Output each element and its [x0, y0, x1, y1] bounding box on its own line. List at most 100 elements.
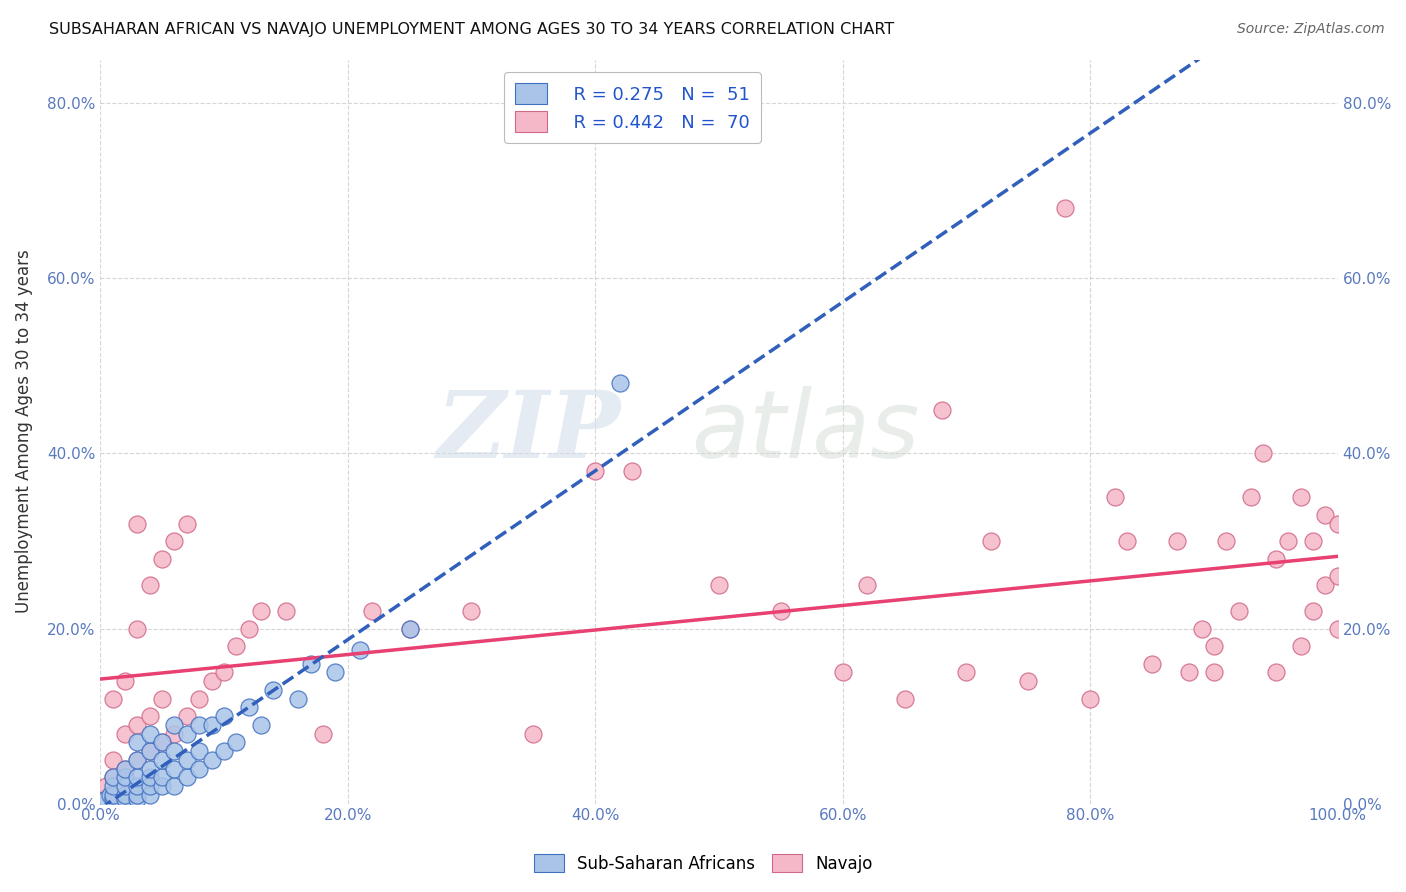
Point — [1166, 534, 1188, 549]
Point — [101, 770, 124, 784]
Point — [1289, 490, 1312, 504]
Point — [955, 665, 977, 680]
Point — [1302, 604, 1324, 618]
Point — [101, 691, 124, 706]
Point — [96, 779, 118, 793]
Point — [398, 622, 420, 636]
Point — [769, 604, 792, 618]
Point — [460, 604, 482, 618]
Point — [176, 770, 198, 784]
Point — [1326, 622, 1348, 636]
Point — [250, 718, 273, 732]
Point — [114, 788, 136, 802]
Point — [114, 674, 136, 689]
Point — [163, 762, 186, 776]
Point — [707, 578, 730, 592]
Legend: Sub-Saharan Africans, Navajo: Sub-Saharan Africans, Navajo — [527, 847, 879, 880]
Point — [150, 735, 173, 749]
Point — [225, 639, 247, 653]
Point — [101, 788, 124, 802]
Point — [1264, 665, 1286, 680]
Point — [931, 402, 953, 417]
Point — [127, 753, 149, 767]
Point — [150, 551, 173, 566]
Point — [1202, 665, 1225, 680]
Point — [212, 744, 235, 758]
Point — [212, 665, 235, 680]
Point — [238, 700, 260, 714]
Point — [127, 516, 149, 531]
Point — [139, 788, 162, 802]
Point — [139, 578, 162, 592]
Point — [127, 788, 149, 802]
Point — [188, 718, 211, 732]
Point — [101, 770, 124, 784]
Point — [139, 744, 162, 758]
Point — [274, 604, 297, 618]
Point — [1302, 534, 1324, 549]
Point — [101, 753, 124, 767]
Point — [893, 691, 915, 706]
Point — [127, 779, 149, 793]
Point — [139, 779, 162, 793]
Point — [522, 726, 544, 740]
Point — [1178, 665, 1201, 680]
Point — [201, 674, 224, 689]
Point — [114, 770, 136, 784]
Point — [349, 643, 371, 657]
Point — [114, 762, 136, 776]
Point — [127, 792, 149, 806]
Point — [621, 464, 644, 478]
Point — [176, 726, 198, 740]
Point — [1202, 639, 1225, 653]
Point — [1054, 202, 1077, 216]
Point — [980, 534, 1002, 549]
Point — [163, 718, 186, 732]
Point — [114, 779, 136, 793]
Point — [139, 770, 162, 784]
Point — [127, 770, 149, 784]
Point — [201, 753, 224, 767]
Point — [1215, 534, 1237, 549]
Point — [1104, 490, 1126, 504]
Point — [238, 622, 260, 636]
Point — [98, 788, 121, 802]
Point — [856, 578, 879, 592]
Point — [287, 691, 309, 706]
Point — [1277, 534, 1299, 549]
Point — [250, 604, 273, 618]
Point — [1289, 639, 1312, 653]
Point — [139, 709, 162, 723]
Point — [1253, 446, 1275, 460]
Point — [163, 534, 186, 549]
Legend:   R = 0.275   N =  51,   R = 0.442   N =  70: R = 0.275 N = 51, R = 0.442 N = 70 — [505, 72, 761, 143]
Point — [150, 770, 173, 784]
Text: ZIP: ZIP — [436, 386, 620, 476]
Point — [127, 753, 149, 767]
Point — [1116, 534, 1139, 549]
Text: atlas: atlas — [692, 386, 920, 477]
Point — [1326, 569, 1348, 583]
Point — [583, 464, 606, 478]
Point — [127, 622, 149, 636]
Point — [1191, 622, 1213, 636]
Y-axis label: Unemployment Among Ages 30 to 34 years: Unemployment Among Ages 30 to 34 years — [15, 250, 32, 614]
Point — [188, 691, 211, 706]
Point — [1227, 604, 1250, 618]
Point — [163, 744, 186, 758]
Point — [1315, 578, 1337, 592]
Point — [398, 622, 420, 636]
Point — [325, 665, 347, 680]
Point — [609, 376, 631, 391]
Point — [150, 735, 173, 749]
Point — [1326, 516, 1348, 531]
Point — [312, 726, 335, 740]
Point — [176, 709, 198, 723]
Point — [139, 744, 162, 758]
Point — [150, 779, 173, 793]
Point — [139, 762, 162, 776]
Text: SUBSAHARAN AFRICAN VS NAVAJO UNEMPLOYMENT AMONG AGES 30 TO 34 YEARS CORRELATION : SUBSAHARAN AFRICAN VS NAVAJO UNEMPLOYMEN… — [49, 22, 894, 37]
Point — [150, 753, 173, 767]
Point — [188, 744, 211, 758]
Point — [163, 779, 186, 793]
